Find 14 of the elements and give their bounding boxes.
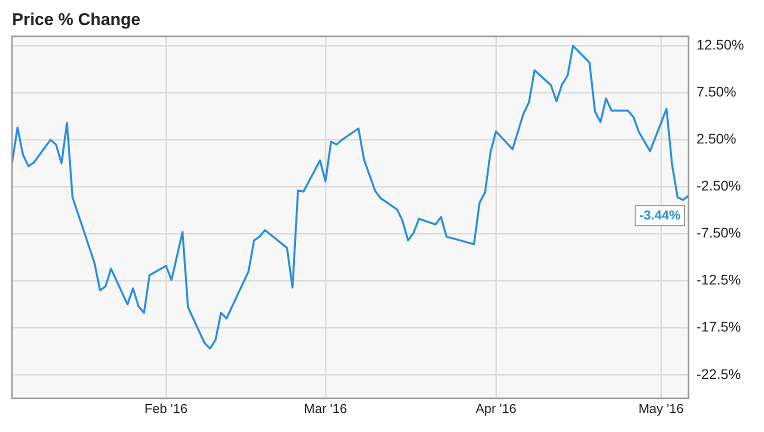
y-tick-label: 7.50% (696, 84, 736, 100)
x-tick-label: May '16 (638, 400, 684, 416)
x-tick-label: Mar '16 (304, 400, 347, 416)
chart-title: Price % Change (12, 10, 140, 29)
y-tick-label: -2.50% (696, 178, 741, 194)
x-tick-label: Feb '16 (144, 400, 188, 416)
y-tick-label: -22.5% (696, 366, 741, 382)
annotation: -3.44% (639, 207, 681, 222)
y-tick-label: -12.5% (696, 272, 741, 288)
y-tick-label: -17.5% (696, 318, 741, 335)
x-tick-label: Apr '16 (476, 400, 516, 416)
y-tick-label: -7.50% (696, 224, 741, 241)
y-tick-label: 2.50% (696, 130, 736, 147)
y-tick-label: 12.50% (696, 36, 744, 53)
